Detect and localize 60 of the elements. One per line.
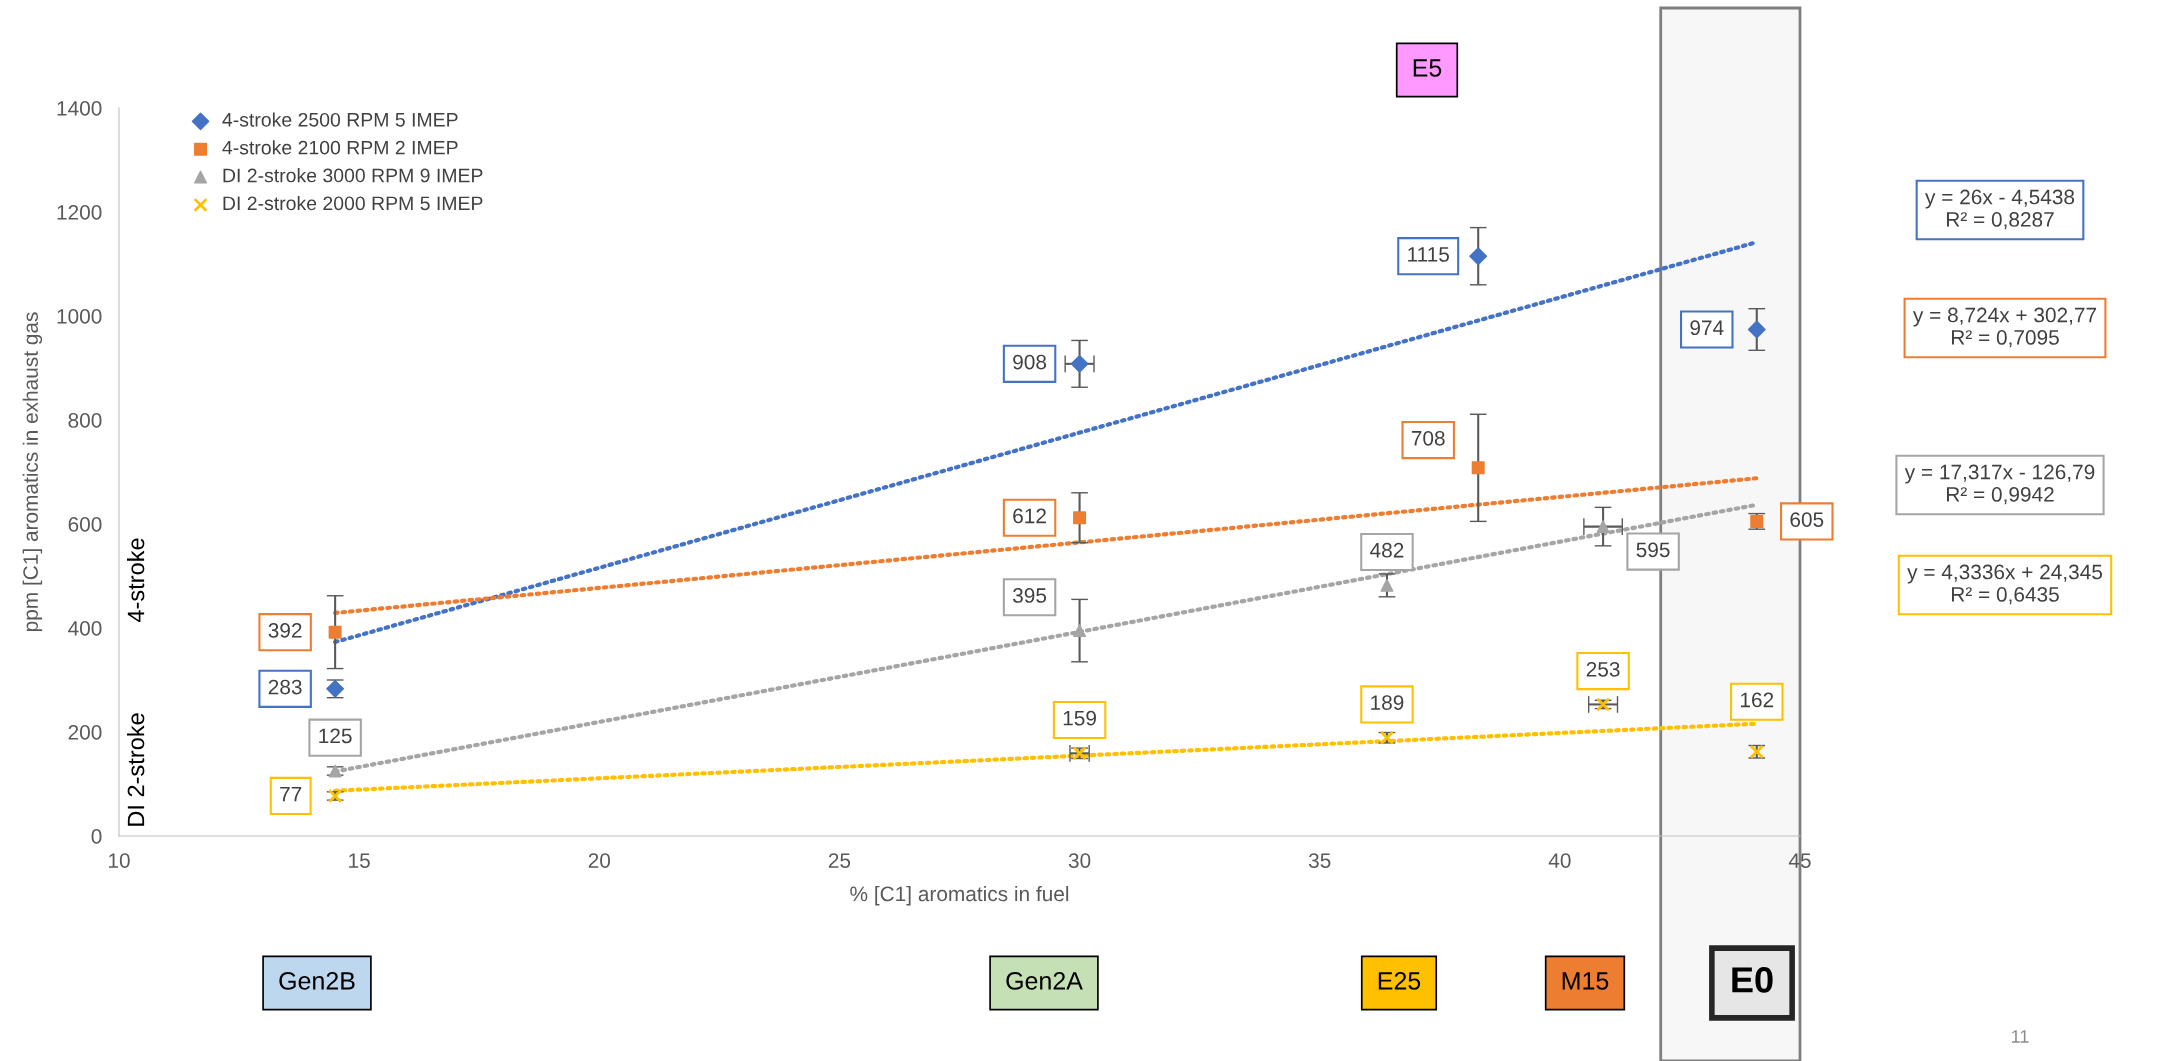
data-label: 395 [1012,588,1047,603]
x-tick-label: 25 [828,853,851,868]
data-label: 77 [280,787,302,802]
data-label: 159 [1063,710,1096,726]
text: y = 8,724x + 302,77 R² = 0,7095 [1912,307,2097,348]
data-label: 162 [1740,692,1774,708]
text: M15 [1562,972,1609,990]
annotation: DI 2-stroke [127,713,145,826]
text: 11 [2012,1030,2029,1043]
data-label: 908 [1013,354,1047,370]
text: Gen2B [279,972,355,990]
point [1471,461,1485,475]
x-tick-label: 20 [588,853,611,868]
text: E25 [1378,972,1421,990]
data-label: 482 [1370,542,1404,558]
x-tick-label: 10 [109,853,130,868]
data-label: 974 [1690,320,1724,336]
y-tick-label: 1200 [57,205,102,220]
x-axis-title: % [C1] aromatics in fuel [850,885,1069,906]
data-label: 612 [1013,508,1046,524]
x-tick-label: 35 [1308,853,1331,868]
point [328,625,342,639]
y-tick-label: 200 [68,725,102,740]
data-label: 605 [1790,512,1824,527]
x-tick-label: 30 [1068,853,1091,868]
data-label: 708 [1411,430,1445,446]
legend-label: DI 2-stroke 3000 RPM 9 IMEP [223,168,483,183]
point [1596,520,1610,534]
legend-label: 4-stroke 2500 RPM 5 IMEP [222,112,458,127]
point [1073,511,1087,525]
x-tick-label: 40 [1548,853,1571,868]
text: y = 4,3336x + 24,345 R² = 0,6435 [1907,564,2103,605]
legend-label: DI 2-stroke 2000 RPM 5 IMEP [223,195,483,211]
legend-label: 4-stroke 2100 RPM 2 IMEP [222,140,458,155]
y-tick-label: 1000 [57,309,102,324]
annotation: 4-stroke [127,538,145,623]
data-label: 595 [1636,542,1670,558]
point [1747,320,1766,339]
data-label: 125 [319,728,352,744]
data-label: 283 [268,679,302,695]
text: y = 17,317x - 126,79 R² = 0,9942 [1904,464,2095,505]
y-tick-label: 0 [91,829,102,844]
x-tick-label: 15 [349,853,370,868]
point [1070,354,1089,373]
data-label: 189 [1371,695,1404,710]
point [1073,624,1087,638]
point [1469,247,1488,266]
data-label: 253 [1586,661,1620,677]
text: E0 [1732,967,1773,993]
text: y = 26x - 4,5438 R² = 0,8287 [1925,189,2075,230]
y-tick-label: 400 [68,621,102,636]
text: E5 [1413,59,1442,77]
point [1380,578,1394,592]
y-tick-label: 1400 [57,101,102,116]
data-label: 1115 [1408,247,1449,262]
y-axis-title: ppm [C1] aromatics in exhaust gas [22,312,43,632]
data-label: 392 [268,623,302,638]
text: Gen2A [1006,972,1083,990]
y-tick-label: 800 [68,413,102,428]
y-tick-label: 600 [68,517,102,532]
